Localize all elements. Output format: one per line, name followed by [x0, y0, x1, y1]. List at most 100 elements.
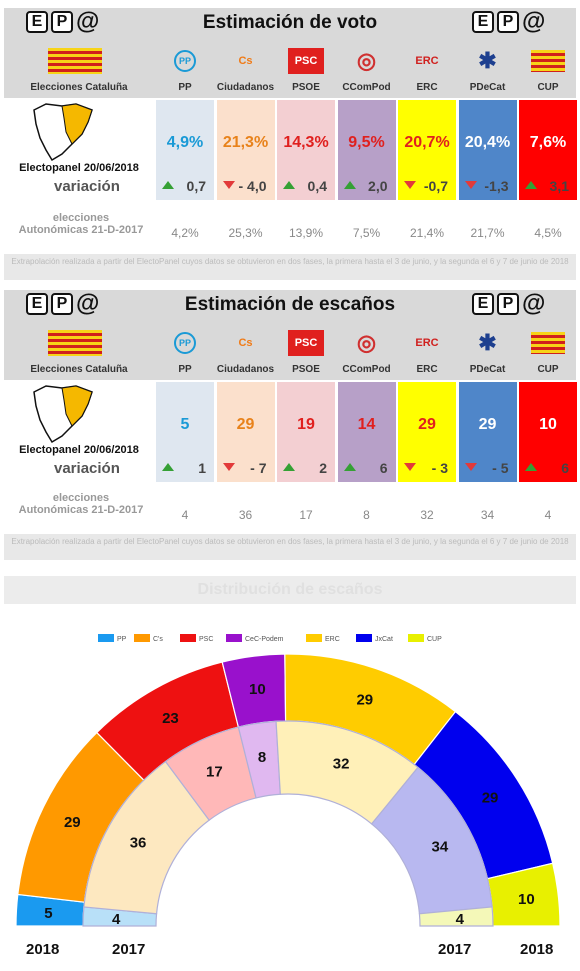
- party-variation-value: - 5: [492, 460, 509, 476]
- party-logo-cup-icon: CUP: [531, 332, 565, 354]
- party-logo-pp-icon: PP: [174, 50, 196, 72]
- variation-label: variación: [54, 460, 120, 477]
- ep-letter-p: P: [51, 293, 73, 315]
- party-variation: 1: [156, 460, 214, 480]
- party-estimate-value: 10: [539, 416, 557, 433]
- legend-label: PSC: [199, 636, 213, 643]
- party-variation: - 3: [398, 460, 456, 480]
- ep-at: @: [76, 8, 100, 35]
- seat-label-2017: 4: [112, 911, 121, 928]
- party-name: PP: [178, 82, 192, 93]
- party-estimate-value: 19: [297, 416, 315, 433]
- party-variation: -1,3: [459, 178, 517, 198]
- triangle-down-icon: [222, 181, 235, 189]
- ep-letter-p: P: [497, 293, 519, 315]
- party-variation: 0,7: [156, 178, 214, 198]
- seat-estimate-title: Estimación de escaños: [184, 294, 396, 315]
- legend-swatch: [306, 634, 322, 642]
- party-previous-result: 7,5%: [352, 226, 381, 240]
- party-estimate-value: 14,3%: [283, 134, 329, 151]
- party-variation-value: 3,1: [549, 178, 569, 194]
- ep-logo-right: E P @: [472, 292, 545, 316]
- legend-swatch: [226, 634, 242, 642]
- date-label: Electopanel 20/06/2018: [19, 444, 139, 456]
- seat-estimate-panel: E P @ Estimación de escaños E P @ Elecci…: [4, 290, 577, 570]
- ep-logo-left: E P @: [26, 8, 100, 35]
- triangle-up-icon: [525, 463, 537, 471]
- party-estimate-value: 20,7%: [404, 134, 450, 151]
- triangle-up-icon: [525, 181, 537, 189]
- year-label: 2017: [438, 941, 471, 958]
- ep-letter-e: E: [26, 293, 48, 315]
- vote-estimate-header: E P @ Estimación de voto E P @: [4, 8, 576, 38]
- party-logo-psoe-icon: PSC: [288, 48, 324, 74]
- party-name: PDeCat: [469, 82, 506, 93]
- party-variation-value: 6: [561, 460, 569, 476]
- variation-label: variación: [54, 178, 120, 195]
- party-previous-result: 36: [238, 508, 253, 522]
- vote-estimate-title: Estimación de voto: [202, 12, 378, 33]
- prev-label-line1: elecciones: [52, 492, 110, 504]
- legend-swatch: [180, 634, 196, 642]
- legend-label: ERC: [325, 636, 340, 643]
- party-name: CUP: [537, 364, 559, 375]
- legend-swatch: [134, 634, 150, 642]
- ep-logo-left: E P @: [26, 292, 99, 316]
- seat-label-2018: 23: [162, 710, 179, 727]
- party-variation-value: 2: [319, 460, 327, 476]
- party-previous-result: 4,2%: [171, 226, 199, 240]
- party-variation-value: 6: [379, 460, 388, 476]
- catalonia-map-icon: [33, 385, 93, 444]
- region-label: Elecciones Cataluña: [30, 364, 128, 375]
- seat-label-2017: 34: [432, 838, 449, 855]
- party-estimate-value: 14: [357, 416, 376, 433]
- seat-label-2018: 5: [44, 905, 52, 922]
- triangle-down-icon: [464, 463, 477, 471]
- party-variation: 2: [277, 460, 335, 480]
- catalonia-map-icon: [33, 103, 93, 162]
- party-name: Ciudadanos: [216, 364, 275, 375]
- seat-label-2018: 29: [356, 692, 373, 709]
- prev-label-line2: Autonómicas 21-D-2017: [18, 504, 144, 516]
- ep-logo-right: E P @: [472, 10, 545, 34]
- party-variation: -0,7: [398, 178, 456, 198]
- party-variation-value: - 7: [250, 460, 267, 476]
- seat-label-2018: 29: [64, 814, 81, 831]
- party-variation: 6: [338, 460, 396, 480]
- party-estimate-value: 29: [236, 416, 255, 433]
- triangle-up-icon: [343, 181, 356, 189]
- party-previous-result: 4,5%: [534, 226, 562, 240]
- seat-label-2017: 17: [206, 764, 223, 781]
- prev-label-line1: elecciones: [52, 212, 110, 224]
- party-name: PSOE: [292, 82, 320, 93]
- party-logo-erc-icon: ERC: [415, 55, 439, 67]
- party-name: PP: [178, 364, 192, 375]
- party-name: ERC: [416, 364, 438, 375]
- party-variation-value: - 3: [431, 460, 448, 476]
- triangle-down-icon: [222, 463, 235, 471]
- triangle-up-icon: [162, 181, 174, 189]
- party-previous-result: 21,4%: [409, 226, 445, 240]
- seat-label-2017: 8: [258, 749, 266, 766]
- methodology-note: Extrapolación realizada a partir del Ele…: [4, 254, 576, 280]
- party-logo-psoe-icon: PSC: [288, 330, 324, 356]
- seat-label-2017: 32: [333, 755, 350, 772]
- legend-label: JxCat: [375, 636, 393, 643]
- seat-estimate-header: E P @ Estimación de escaños E P @: [4, 290, 576, 320]
- party-previous-result: 34: [480, 508, 495, 522]
- party-estimate-value: 20,4%: [464, 134, 511, 151]
- legend-label: C's: [153, 636, 163, 643]
- party-variation-value: -0,7: [423, 178, 448, 194]
- date-label: Electopanel 20/06/2018: [19, 162, 139, 174]
- party-variation: - 4,0: [217, 178, 275, 198]
- party-name: ERC: [416, 82, 438, 93]
- party-estimate-value: 21,3%: [222, 134, 269, 151]
- party-variation: - 5: [459, 460, 517, 480]
- distribution-title: Distribución de escaños: [4, 576, 576, 604]
- methodology-note: Extrapolación realizada a partir del Ele…: [4, 534, 576, 560]
- legend-swatch: [98, 634, 114, 642]
- party-variation: 3,1: [519, 178, 577, 198]
- prev-label-line2: Autonómicas 21-D-2017: [18, 224, 144, 236]
- party-name: CUP: [537, 82, 559, 93]
- triangle-up-icon: [283, 181, 295, 189]
